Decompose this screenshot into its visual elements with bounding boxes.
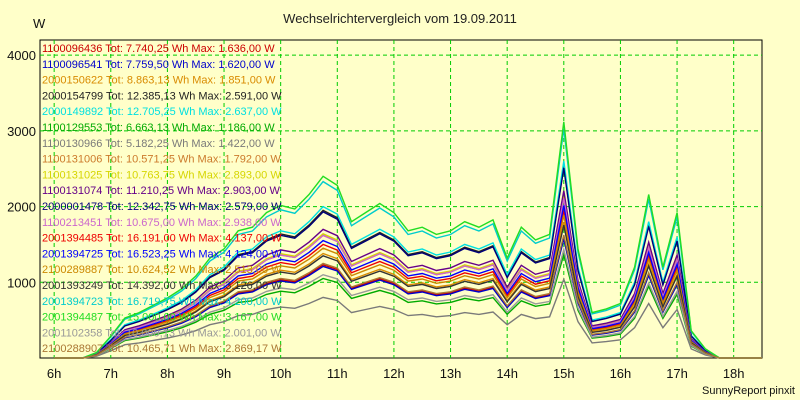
x-tick-label: 15h bbox=[553, 366, 575, 381]
series-lines bbox=[54, 121, 762, 359]
series-line bbox=[54, 198, 762, 359]
grid bbox=[40, 40, 762, 358]
y-axis-unit: W bbox=[33, 16, 46, 31]
y-tick-label: 4000 bbox=[7, 48, 36, 63]
series-line bbox=[54, 238, 762, 359]
series-line bbox=[54, 190, 762, 359]
x-axis-ticks: 6h 7h 8h 9h 10h 11h 12h 13h 14h 15h 16h 17h 18h bbox=[47, 366, 745, 381]
legend-entry: 1100131006 Tot: 10.571,25 Wh Max: 1.792,… bbox=[42, 154, 281, 166]
series-line bbox=[54, 167, 762, 359]
plot-area bbox=[39, 39, 763, 359]
footer-credit: SunnyReport pinxit bbox=[702, 385, 795, 397]
legend-entry: 1100096436 Tot: 7.740,25 Wh Max: 1.636,0… bbox=[42, 43, 275, 55]
x-tick-label: 11h bbox=[327, 366, 348, 381]
series-line bbox=[54, 246, 762, 359]
y-tick-label: 1000 bbox=[7, 275, 36, 290]
x-tick-label: 6h bbox=[47, 366, 61, 381]
x-tick-label: 14h bbox=[496, 366, 518, 381]
series-line bbox=[54, 160, 762, 359]
legend-entry: 2001394487 Tot: 15.000,00 Wh Max: 3.167,… bbox=[42, 312, 282, 324]
x-tick-label: 9h bbox=[217, 366, 231, 381]
x-tick-label: 17h bbox=[666, 366, 688, 381]
x-tick-label: 12h bbox=[383, 366, 405, 381]
legend-entry: 2000150622 Tot: 8.863,13 Wh Max: 1.851,0… bbox=[42, 75, 276, 87]
x-tick-label: 13h bbox=[440, 366, 462, 381]
y-tick-label: 3000 bbox=[7, 124, 36, 139]
series-line bbox=[54, 205, 762, 359]
legend-entry: 2000149892 Tot: 12.705,25 Wh Max: 2.637,… bbox=[42, 106, 282, 118]
x-tick-label: 16h bbox=[610, 366, 632, 381]
series-line bbox=[54, 215, 762, 359]
legend-entry: 2001394723 Tot: 16.719,75 Wh Max: 4.200,… bbox=[42, 296, 282, 308]
legend-entry: 1100130966 Tot: 5.182,25 Wh Max: 1.422,0… bbox=[42, 138, 275, 150]
series-line bbox=[54, 210, 762, 359]
y-tick-label: 2000 bbox=[7, 200, 36, 215]
x-tick-label: 10h bbox=[270, 366, 292, 381]
legend-entry: 2001393249 Tot: 14.392,00 Wh Max: 3.126,… bbox=[42, 280, 282, 292]
x-tick-label: 18h bbox=[723, 366, 745, 381]
legend-entry: 1100131074 Tot: 11.210,25 Wh Max: 2.903,… bbox=[42, 185, 281, 197]
legend-entry: 1100213451 Tot: 10.675,00 Wh Max: 2.938,… bbox=[42, 217, 281, 229]
legend-entry: 2100288907 Tot: 10.465,71 Wh Max: 2.869,… bbox=[42, 343, 282, 355]
legend-entry: 2001102358 Tot: 10.000,13 Wh Max: 2.001,… bbox=[42, 327, 281, 339]
legend-entry: 1100131025 Tot: 10.763,75 Wh Max: 2.893,… bbox=[42, 169, 281, 181]
legend-entry: 2100289887 Tot: 10.624,52 Wh Max: 2.513,… bbox=[42, 264, 282, 276]
series-line bbox=[54, 277, 762, 359]
series-line bbox=[54, 251, 762, 359]
legend-entry: 2000154799 Tot: 12.385,13 Wh Max: 2.591,… bbox=[42, 90, 282, 102]
legend: 1100096436 Tot: 7.740,25 Wh Max: 1.636,0… bbox=[42, 43, 282, 355]
x-tick-label: 8h bbox=[160, 366, 174, 381]
series-line bbox=[54, 128, 762, 359]
series-line bbox=[54, 234, 762, 359]
legend-entry: 2000001478 Tot: 12.342,75 Wh Max: 2.579,… bbox=[42, 201, 282, 213]
legend-entry: 1100096541 Tot: 7.759,50 Wh Max: 1.620,0… bbox=[42, 59, 275, 71]
legend-entry: 2001394725 Tot: 16.523,25 Wh Max: 4.124,… bbox=[42, 248, 282, 260]
x-tick-label: 7h bbox=[104, 366, 118, 381]
chart-title: Wechselrichtervergleich vom 19.09.2011 bbox=[283, 11, 517, 26]
series-line bbox=[54, 224, 762, 359]
legend-entry: 2001394485 Tot: 16.191,00 Wh Max: 4.137,… bbox=[42, 233, 282, 245]
legend-entry: 1100129553 Tot: 6.663,13 Wh Max: 1.186,0… bbox=[42, 122, 275, 134]
y-axis-ticks: 1000 2000 3000 4000 bbox=[7, 48, 36, 290]
series-line bbox=[54, 121, 762, 359]
